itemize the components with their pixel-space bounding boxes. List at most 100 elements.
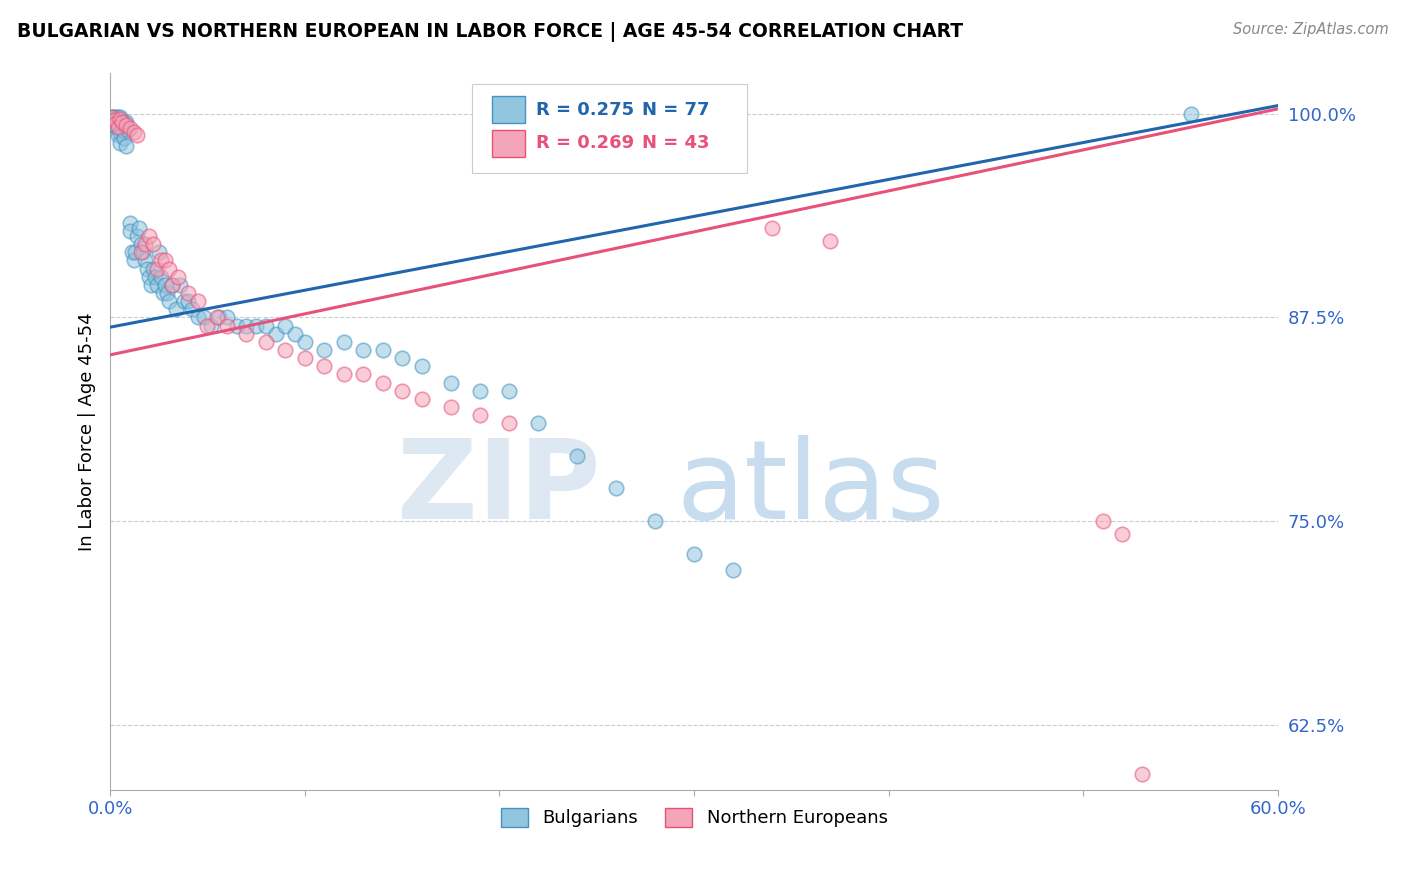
Point [371, 376, 394, 390]
Point [112, 115, 135, 129]
Text: R = 0.269: R = 0.269 [537, 134, 634, 153]
Point [112, 131, 135, 145]
Point [245, 318, 267, 333]
Point [149, 253, 172, 268]
Text: ZIP: ZIP [398, 435, 600, 542]
Point [114, 118, 136, 132]
Point [131, 245, 153, 260]
Point [114, 139, 136, 153]
Point [215, 318, 238, 333]
Point [527, 417, 550, 431]
Point [143, 269, 166, 284]
Point [197, 318, 219, 333]
Point [124, 245, 146, 260]
Point [127, 128, 149, 142]
Point [208, 310, 231, 325]
Point [132, 245, 155, 260]
Point [111, 115, 134, 129]
Point [146, 277, 169, 292]
Point [127, 228, 149, 243]
Point [155, 285, 177, 300]
Point [683, 547, 706, 561]
Point [108, 112, 131, 126]
Point [107, 116, 129, 130]
Point [134, 253, 156, 268]
Point [193, 310, 215, 325]
Point [605, 482, 627, 496]
Point [118, 216, 141, 230]
Point [105, 116, 128, 130]
Point [254, 334, 277, 349]
Point [820, 234, 842, 248]
Point [157, 294, 180, 309]
Point [152, 285, 174, 300]
Point [146, 261, 169, 276]
FancyBboxPatch shape [472, 84, 747, 173]
Point [177, 294, 200, 309]
Point [122, 125, 145, 139]
Point [148, 245, 170, 260]
Point [200, 318, 222, 333]
Point [332, 368, 354, 382]
Point [162, 277, 184, 292]
Point [108, 110, 131, 124]
Text: R = 0.275: R = 0.275 [537, 101, 634, 119]
Point [721, 563, 744, 577]
Point [274, 343, 297, 357]
Point [235, 326, 257, 341]
Point [139, 277, 162, 292]
Point [411, 359, 433, 374]
Point [108, 116, 131, 130]
Point [332, 334, 354, 349]
Point [294, 334, 316, 349]
Point [225, 318, 247, 333]
Point [107, 128, 129, 142]
Text: N = 43: N = 43 [641, 134, 709, 153]
Point [167, 269, 190, 284]
Point [108, 126, 131, 140]
Point [440, 376, 463, 390]
Point [107, 110, 129, 124]
Point [105, 113, 128, 128]
Point [107, 120, 129, 134]
Point [187, 294, 209, 309]
Point [254, 318, 277, 333]
Point [114, 115, 136, 129]
Point [117, 123, 139, 137]
Point [177, 285, 200, 300]
Point [105, 120, 128, 134]
Point [169, 277, 191, 292]
Point [118, 224, 141, 238]
Point [111, 123, 134, 137]
Point [352, 343, 374, 357]
Point [122, 253, 145, 268]
Text: BULGARIAN VS NORTHERN EUROPEAN IN LABOR FORCE | AGE 45-54 CORRELATION CHART: BULGARIAN VS NORTHERN EUROPEAN IN LABOR … [17, 22, 963, 42]
Point [136, 261, 159, 276]
Point [142, 261, 165, 276]
Point [131, 237, 153, 252]
Point [101, 110, 124, 124]
Point [157, 261, 180, 276]
Point [111, 115, 134, 129]
Point [498, 384, 520, 398]
Point [411, 392, 433, 406]
Point [121, 245, 143, 260]
Point [215, 310, 238, 325]
Point [149, 269, 172, 284]
Point [235, 318, 257, 333]
Text: Source: ZipAtlas.com: Source: ZipAtlas.com [1233, 22, 1389, 37]
Point [294, 351, 316, 365]
Point [468, 408, 491, 422]
Point [391, 384, 413, 398]
Point [138, 228, 160, 243]
Point [142, 237, 165, 252]
Point [103, 118, 125, 132]
Point [1111, 527, 1133, 541]
FancyBboxPatch shape [492, 129, 524, 157]
Text: atlas: atlas [676, 435, 945, 542]
Point [567, 449, 589, 463]
Point [138, 269, 160, 284]
Point [391, 351, 413, 365]
Point [128, 220, 150, 235]
Point [644, 514, 666, 528]
